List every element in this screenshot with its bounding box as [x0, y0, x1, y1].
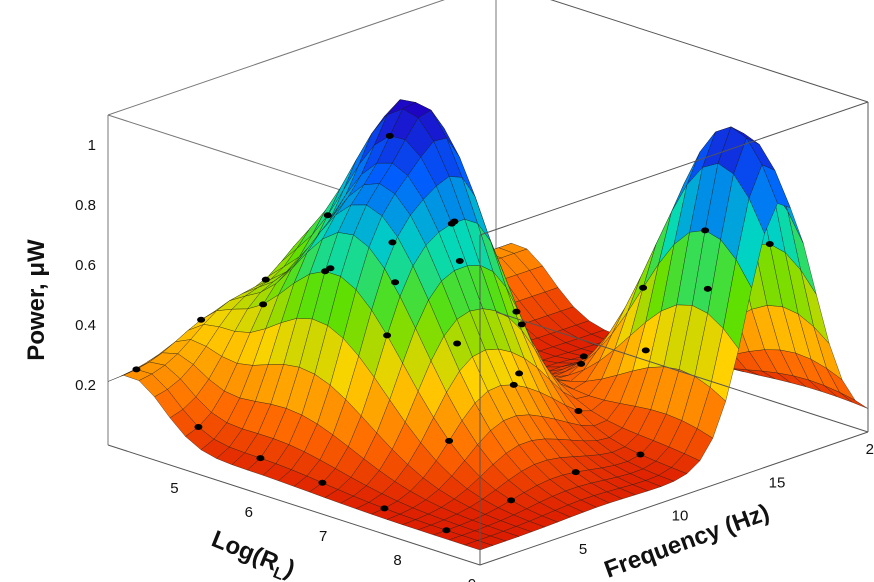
z-axis-title: Power, μW: [23, 239, 50, 361]
data-point: [388, 239, 397, 246]
box-edge-back-0: [107, 0, 446, 116]
data-point: [507, 497, 516, 504]
data-point: [194, 423, 203, 430]
data-point: [701, 227, 710, 234]
z-tick-label: 0.4: [75, 317, 96, 334]
data-point: [577, 360, 586, 367]
x-tick-label: 15: [769, 474, 786, 491]
data-point: [256, 455, 265, 462]
data-point: [641, 347, 650, 354]
x-tick-label: 10: [672, 508, 689, 525]
data-point: [385, 132, 394, 139]
data-point: [703, 285, 712, 292]
plot-box-front-edges: [107, 0, 869, 566]
z-tick-label: 0.8: [75, 197, 96, 214]
box-edge-front-6: [479, 101, 869, 236]
data-point: [450, 218, 459, 225]
axis-ticks: 0.20.40.60.81567895101520: [75, 137, 874, 582]
y-tick-label: 7: [319, 528, 327, 545]
data-point: [636, 451, 645, 458]
data-point: [380, 505, 389, 512]
power-surface: [107, 99, 869, 551]
surface-patch: [839, 392, 869, 409]
box-edge-front-2: [495, 311, 869, 433]
data-point: [132, 366, 141, 373]
x-tick-label: 20: [866, 441, 874, 458]
data-point: [323, 212, 332, 219]
data-point: [197, 316, 206, 323]
y-tick-label: 8: [393, 552, 401, 569]
data-point: [453, 340, 462, 347]
data-point: [326, 265, 335, 272]
y-axis-title: Log(RL): [206, 526, 298, 582]
y-tick-label: 6: [245, 504, 253, 521]
data-point: [509, 381, 518, 388]
y-axis-title-main: Log(R: [208, 526, 282, 577]
data-point: [639, 284, 648, 291]
data-point: [259, 301, 268, 308]
box-edge-front-5: [550, 0, 869, 103]
data-point: [383, 332, 392, 339]
data-point: [517, 321, 526, 328]
data-point: [512, 308, 521, 315]
data-point: [261, 276, 270, 283]
z-tick-label: 0.6: [75, 257, 96, 274]
data-point: [574, 407, 583, 414]
x-tick-label: 5: [579, 541, 587, 558]
z-tick-label: 1: [88, 137, 96, 154]
data-point: [571, 469, 580, 476]
y-tick-label: 5: [170, 480, 178, 497]
surface-patch: [463, 540, 494, 551]
data-point: [445, 437, 454, 444]
data-point: [579, 353, 588, 360]
data-point: [765, 241, 774, 248]
data-point: [515, 370, 524, 377]
data-point: [318, 479, 327, 486]
box-edge-front-0: [107, 444, 481, 566]
data-point: [455, 257, 464, 264]
data-point: [391, 279, 400, 286]
data-point: [442, 527, 451, 534]
box-edge-front-1: [479, 431, 869, 566]
z-tick-label: 0.2: [75, 377, 96, 394]
y-tick-label: 9: [468, 576, 476, 582]
